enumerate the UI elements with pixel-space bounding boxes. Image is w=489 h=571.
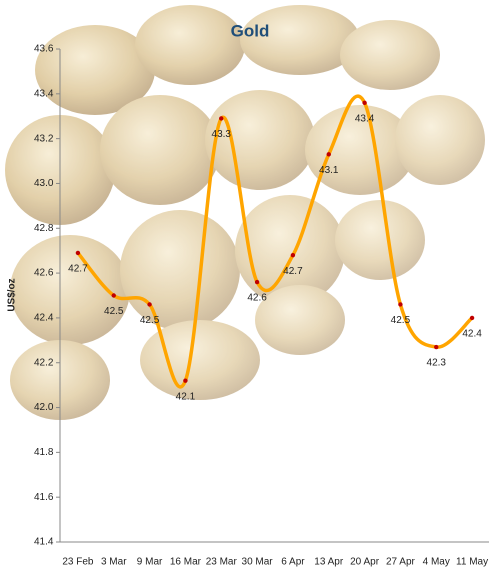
data-label: 42.5 [391,315,411,326]
series-line [76,94,474,389]
data-label: 43.3 [212,129,232,140]
x-tick-label: 11 May [456,557,488,568]
y-tick-label: 41.8 [34,447,54,458]
x-tick-label: 16 Mar [170,557,202,568]
y-axis-title: US$/oz [7,278,18,311]
data-point [75,250,81,256]
x-tick-label: 3 Mar [101,557,127,568]
data-label: 42.1 [176,391,196,402]
x-tick-label: 27 Apr [386,557,416,568]
y-tick-label: 43.2 [34,133,54,144]
y-tick-label: 42.0 [34,402,54,413]
y-tick-label: 42.2 [34,357,54,368]
data-label: 42.3 [427,358,447,369]
y-tick-label: 41.4 [34,537,54,548]
x-tick-label: 4 May [423,557,450,568]
data-point [254,279,260,285]
data-label: 43.1 [319,165,339,176]
x-tick-label: 6 Apr [281,557,305,568]
data-label: 42.4 [462,329,482,340]
data-point [183,378,188,383]
y-tick-label: 42.4 [34,313,54,324]
data-label: 42.7 [283,266,303,277]
x-tick-label: 23 Mar [206,557,238,568]
y-tick-label: 43.6 [34,44,54,55]
y-tick-label: 43.4 [34,88,54,99]
x-tick-label: 13 Apr [314,557,344,568]
data-label: 42.5 [140,315,160,326]
data-label: 42.7 [68,264,88,275]
y-tick-label: 41.6 [34,492,54,503]
data-point [398,302,403,307]
data-point [362,100,367,105]
data-point [469,315,475,321]
data-label: 42.5 [104,306,124,317]
data-point [326,152,331,157]
data-point [434,344,439,350]
data-point [147,302,152,307]
data-label: 42.6 [247,293,267,304]
y-tick-label: 43.0 [34,178,54,189]
data-point [111,293,116,298]
y-tick-label: 42.8 [34,223,54,234]
data-label: 43.4 [355,113,375,124]
data-point [290,252,296,258]
x-tick-label: 30 Mar [242,557,274,568]
y-tick-label: 42.6 [34,268,54,279]
x-tick-label: 23 Feb [62,557,94,568]
x-tick-label: 9 Mar [137,557,163,568]
x-tick-label: 20 Apr [350,557,380,568]
data-point [219,116,224,121]
chart-title: Gold [231,21,270,40]
